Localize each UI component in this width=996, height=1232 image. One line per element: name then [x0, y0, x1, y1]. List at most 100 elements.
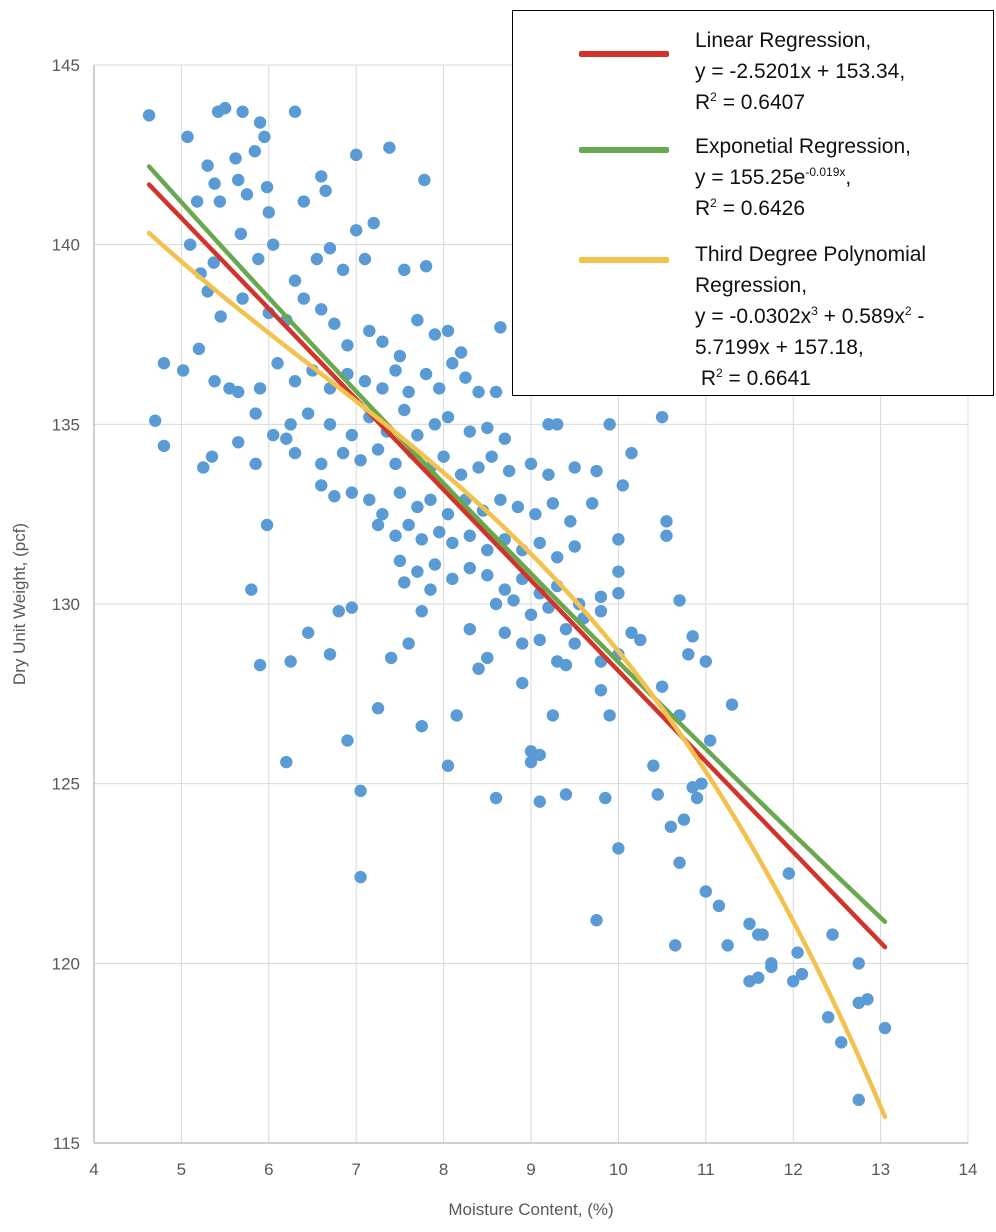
- data-point: [411, 313, 424, 327]
- data-point: [524, 457, 538, 471]
- data-point: [415, 533, 428, 546]
- data-point: [559, 788, 573, 801]
- data-point: [524, 755, 538, 769]
- data-point: [721, 939, 734, 952]
- data-point: [297, 292, 310, 305]
- data-point: [229, 152, 242, 165]
- x-tick-label: 12: [784, 1160, 803, 1179]
- legend-swatch-linear: [579, 51, 669, 57]
- data-point: [323, 648, 337, 661]
- data-point: [651, 788, 664, 801]
- data-point: [494, 321, 507, 334]
- data-point: [441, 507, 455, 521]
- data-point: [472, 461, 485, 474]
- data-point: [673, 856, 686, 869]
- data-point: [428, 558, 442, 571]
- data-point: [559, 658, 573, 672]
- legend-polynomial-equation: y = -0.0302x3 + 0.589x2 -: [695, 304, 925, 328]
- data-point: [498, 626, 511, 639]
- data-point: [389, 364, 402, 377]
- data-point: [498, 583, 511, 596]
- data-point: [852, 957, 865, 970]
- data-point: [253, 116, 267, 129]
- chart-legend: Linear Regression, y = -2.5201x + 153.34…: [512, 10, 994, 396]
- data-point: [301, 407, 315, 420]
- data-point: [419, 367, 433, 381]
- y-tick-label: 140: [52, 236, 80, 255]
- data-point: [568, 540, 581, 553]
- y-tick-label: 120: [52, 954, 80, 973]
- data-point: [441, 324, 455, 338]
- data-point: [232, 436, 245, 449]
- data-point: [402, 385, 415, 399]
- legend-polynomial-title-2: Regression,: [695, 274, 808, 297]
- data-point: [288, 446, 302, 460]
- data-point: [590, 464, 603, 478]
- data-point: [725, 698, 739, 711]
- data-point: [612, 842, 625, 855]
- data-point: [625, 446, 638, 460]
- data-point: [315, 303, 328, 316]
- data-point: [234, 227, 248, 241]
- data-point: [481, 421, 494, 435]
- data-point: [559, 622, 573, 636]
- data-point: [402, 518, 415, 532]
- data-point: [398, 576, 411, 589]
- data-point: [655, 680, 669, 693]
- data-point: [266, 428, 280, 442]
- data-point: [363, 324, 376, 338]
- data-point: [428, 418, 442, 431]
- data-point: [232, 385, 245, 399]
- data-point: [481, 651, 494, 665]
- data-point: [240, 188, 254, 201]
- legend-swatch-exponential: [579, 147, 669, 153]
- data-point: [266, 238, 280, 251]
- data-point: [703, 734, 717, 747]
- legend-text-polynomial: Third Degree Polynomial Regression, y = …: [695, 239, 926, 394]
- data-point: [441, 410, 455, 424]
- data-point: [350, 148, 363, 162]
- data-point: [201, 159, 214, 172]
- data-point: [190, 195, 204, 208]
- data-point: [791, 946, 804, 959]
- data-point: [248, 145, 262, 158]
- data-point: [176, 364, 190, 377]
- data-point: [516, 676, 529, 690]
- data-point: [502, 464, 516, 478]
- data-point: [878, 1021, 892, 1035]
- data-point: [271, 357, 284, 370]
- legend-linear-r2: R2 = 0.6407: [695, 90, 806, 114]
- data-point: [821, 1011, 835, 1024]
- data-point: [433, 382, 446, 395]
- data-point: [310, 252, 324, 266]
- data-point: [511, 500, 525, 514]
- data-point: [594, 684, 608, 697]
- data-point: [454, 346, 468, 359]
- data-point: [371, 702, 385, 715]
- x-tick-label: 13: [871, 1160, 890, 1179]
- data-point: [463, 561, 477, 575]
- data-point: [677, 813, 691, 826]
- y-tick-label: 135: [52, 415, 80, 434]
- data-point: [590, 914, 603, 927]
- data-point: [594, 590, 608, 604]
- data-point: [743, 917, 756, 931]
- data-point: [323, 418, 337, 431]
- x-tick-label: 10: [609, 1160, 628, 1179]
- y-axis-title: Dry Unit Weight, (pcf): [10, 523, 29, 685]
- data-point: [446, 572, 459, 586]
- data-point: [389, 457, 402, 471]
- data-point: [208, 375, 221, 388]
- data-point: [297, 195, 310, 208]
- data-point: [568, 461, 581, 474]
- legend-linear-title: Linear Regression,: [695, 29, 872, 52]
- data-point: [363, 493, 376, 506]
- data-point: [157, 357, 171, 370]
- data-point: [415, 604, 428, 618]
- x-tick-label: 14: [959, 1160, 978, 1179]
- data-point: [350, 224, 363, 237]
- data-point: [494, 493, 507, 506]
- chart-axes: [93, 65, 968, 1144]
- x-axis-title: Moisture Content, (%): [448, 1200, 613, 1219]
- data-point: [341, 734, 354, 747]
